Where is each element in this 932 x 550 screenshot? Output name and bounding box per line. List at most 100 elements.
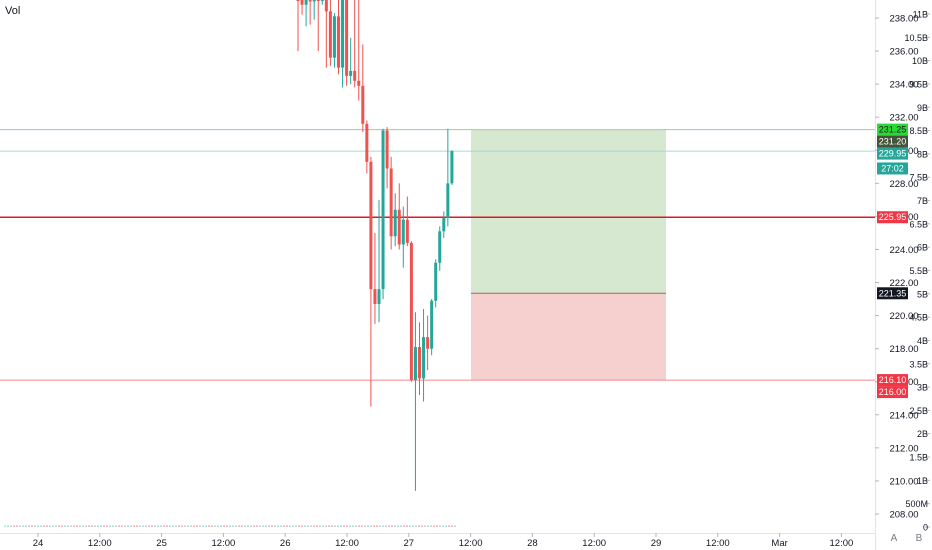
time-tick-label: 27 bbox=[404, 538, 415, 549]
candle-body[interactable] bbox=[308, 0, 312, 2]
volume-tick-label: 7.5B bbox=[909, 173, 928, 183]
volume-bar bbox=[130, 525, 132, 527]
volume-bar bbox=[271, 525, 273, 527]
candle-body[interactable] bbox=[341, 0, 345, 68]
volume-bar bbox=[370, 525, 372, 527]
candle-body[interactable] bbox=[389, 168, 393, 237]
volume-bar bbox=[181, 525, 183, 527]
volume-bar bbox=[58, 525, 60, 527]
candle-body[interactable] bbox=[349, 70, 353, 76]
volume-bar bbox=[67, 525, 69, 527]
volume-bar bbox=[85, 525, 87, 527]
log-scale-button[interactable]: B bbox=[915, 533, 923, 544]
volume-bar bbox=[331, 525, 333, 527]
candle-body[interactable] bbox=[320, 0, 324, 1]
volume-bar bbox=[142, 525, 144, 527]
time-tick-label: 12:00 bbox=[88, 538, 112, 549]
candle-body[interactable] bbox=[422, 337, 426, 379]
volume-bar bbox=[4, 525, 6, 527]
candle-body[interactable] bbox=[357, 80, 361, 86]
candle-body[interactable] bbox=[413, 347, 417, 381]
volume-bar bbox=[160, 525, 162, 527]
volume-bar bbox=[157, 525, 159, 527]
volume-bar bbox=[403, 525, 405, 527]
candle-body[interactable] bbox=[369, 161, 373, 290]
volume-bar bbox=[169, 525, 171, 527]
volume-bar bbox=[337, 525, 339, 527]
volume-axis[interactable]: 11B 10.5B 10B 9.5B 9B 8.5B 8B 7.5B 7B 6.5B 6B 5.5B 5… bbox=[904, 10, 930, 533]
volume-bar bbox=[361, 525, 363, 527]
volume-bar bbox=[52, 525, 54, 527]
candle-body[interactable] bbox=[300, 0, 304, 5]
candle-body[interactable] bbox=[426, 337, 430, 349]
auto-scale-button[interactable]: A bbox=[890, 533, 898, 544]
time-tick-label: 28 bbox=[527, 538, 538, 549]
candle-body[interactable] bbox=[312, 0, 316, 2]
candle-body[interactable] bbox=[446, 183, 450, 219]
volume-bar bbox=[268, 525, 270, 527]
candle-body[interactable] bbox=[397, 209, 401, 245]
price-label-box bbox=[877, 162, 908, 175]
stop-loss-zone[interactable] bbox=[471, 293, 666, 381]
volume-bar bbox=[409, 525, 411, 527]
volume-tick-label: 2.5B bbox=[909, 406, 928, 416]
volume-bar bbox=[322, 525, 324, 527]
volume-bar bbox=[448, 525, 450, 527]
volume-bar bbox=[418, 525, 420, 527]
candle-body[interactable] bbox=[332, 16, 336, 58]
volume-bar bbox=[112, 525, 114, 527]
candle-body[interactable] bbox=[337, 16, 340, 68]
candle-body[interactable] bbox=[296, 0, 300, 1]
volume-bar bbox=[61, 525, 63, 527]
price-tick-label: 210.00 bbox=[889, 476, 918, 487]
price-tick-label: 212.00 bbox=[889, 443, 918, 454]
volume-bar bbox=[367, 525, 369, 527]
volume-tick-label: 10B bbox=[912, 56, 928, 66]
volume-bar bbox=[31, 525, 33, 527]
candle-body[interactable] bbox=[442, 218, 446, 232]
candle-body[interactable] bbox=[418, 347, 421, 379]
price-label-text: 231.25 bbox=[879, 125, 907, 135]
volume-bar bbox=[55, 525, 57, 527]
candle-body[interactable] bbox=[361, 85, 365, 124]
candle-body[interactable] bbox=[373, 289, 377, 305]
volume-bar bbox=[391, 525, 393, 527]
volume-bar bbox=[136, 525, 138, 527]
volume-bar bbox=[151, 525, 153, 527]
volume-bar bbox=[22, 525, 24, 527]
candle-body[interactable] bbox=[328, 11, 332, 58]
volume-bar bbox=[295, 525, 297, 527]
volume-bar bbox=[220, 525, 222, 527]
candle-body[interactable] bbox=[434, 262, 438, 301]
candle-body[interactable] bbox=[353, 70, 357, 81]
time-tick-label: 29 bbox=[651, 538, 662, 549]
candle-body[interactable] bbox=[381, 130, 385, 290]
time-tick-label: 12:00 bbox=[582, 538, 606, 549]
volume-bar bbox=[382, 525, 384, 527]
candle-body[interactable] bbox=[345, 0, 349, 76]
candle-body[interactable] bbox=[438, 231, 442, 263]
volume-bar bbox=[19, 525, 21, 527]
candle-body[interactable] bbox=[316, 0, 320, 1]
candle-body[interactable] bbox=[304, 0, 308, 5]
time-axis[interactable]: 24 12:00 25 12:00 26 12:00 27 12:00 28 12:00 29 12:… bbox=[33, 533, 854, 549]
volume-bar bbox=[274, 525, 276, 527]
candle-body[interactable] bbox=[385, 130, 389, 169]
profit-target-zone[interactable] bbox=[471, 129, 666, 294]
candle-body[interactable] bbox=[324, 0, 328, 12]
candle-body[interactable] bbox=[401, 219, 405, 245]
candle-body[interactable] bbox=[450, 151, 454, 184]
price-label-box bbox=[877, 287, 908, 300]
candle-body[interactable] bbox=[365, 123, 369, 162]
time-tick-label: 26 bbox=[280, 538, 291, 549]
candle-body[interactable] bbox=[405, 219, 409, 243]
candle-body[interactable] bbox=[393, 209, 397, 237]
volume-bar bbox=[211, 525, 213, 527]
volume-bar bbox=[124, 525, 126, 527]
candle-body[interactable] bbox=[409, 242, 413, 381]
volume-tick-label: 3.5B bbox=[909, 359, 928, 369]
candle-body[interactable] bbox=[377, 289, 381, 305]
volume-tick-label: 9.5B bbox=[909, 79, 928, 89]
candle-body[interactable] bbox=[430, 300, 434, 349]
